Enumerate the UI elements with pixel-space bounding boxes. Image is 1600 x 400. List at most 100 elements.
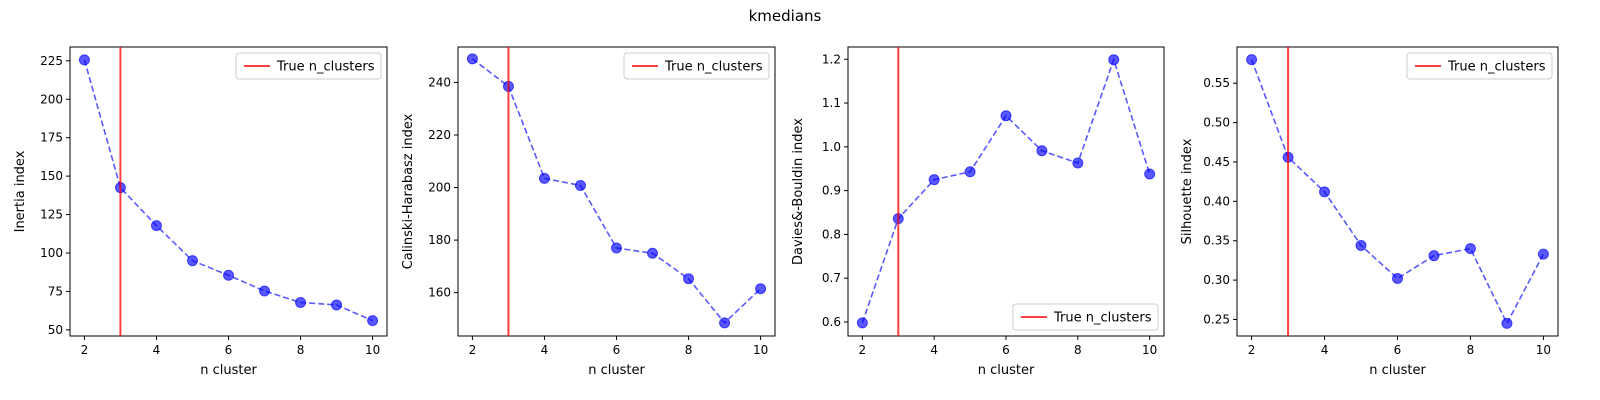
x-tick-label: 2 (469, 343, 477, 357)
x-axis-label: n cluster (200, 363, 257, 378)
y-axis-label: Silhouette index (1180, 138, 1195, 244)
series-line (1250, 59, 1545, 326)
data-point (719, 317, 731, 329)
data-point (367, 315, 379, 327)
y-tick-label: 200 (428, 181, 451, 195)
x-tick-label: 6 (613, 343, 621, 357)
axes-frame (847, 46, 1165, 337)
x-tick-label: 2 (1248, 343, 1256, 357)
x-tick-label: 4 (153, 343, 161, 357)
x-tick-label: 8 (1074, 343, 1082, 357)
subplot-4: 2 4 6 8 10 0.25 0.30 0.35 0.40 0.45 0.50 0.55 n clus… (1180, 46, 1559, 378)
x-axis-label: n cluster (978, 363, 1035, 378)
y-tick-label: 0.45 (1203, 155, 1230, 169)
legend: True n_clusters (1012, 303, 1159, 331)
y-tick-label: 100 (40, 246, 63, 260)
data-point (1355, 239, 1367, 251)
y-tick-label: 1.0 (822, 140, 841, 154)
x-tick-label: 6 (1002, 343, 1010, 357)
data-point (1501, 317, 1513, 329)
y-tick-label: 240 (428, 75, 451, 89)
data-point (1108, 54, 1120, 66)
y-tick-label: 200 (40, 92, 63, 106)
y-tick-label: 1.2 (822, 52, 841, 66)
x-tick-label: 10 (753, 343, 768, 357)
y-tick-label: 225 (40, 54, 63, 68)
x-tick-label: 8 (297, 343, 305, 357)
y-tick-label: 0.50 (1203, 116, 1230, 130)
legend-box (235, 52, 382, 80)
y-tick-label: 0.9 (822, 184, 841, 198)
x-tick-label: 6 (225, 343, 233, 357)
data-point (647, 247, 659, 259)
y-tick-label: 0.7 (822, 271, 841, 285)
y-tick-label: 50 (48, 323, 63, 337)
data-point (331, 299, 343, 311)
y-axis-label: Davies&-Bouldin index (791, 118, 806, 265)
x-tick-label: 4 (1321, 343, 1329, 357)
y-tick-label: 0.30 (1203, 273, 1230, 287)
data-point (1319, 186, 1331, 198)
x-tick-label: 6 (1394, 343, 1402, 357)
x-axis-label: n cluster (1369, 363, 1426, 378)
x-axis-label: n cluster (588, 363, 645, 378)
x-tick-label: 10 (365, 343, 380, 357)
data-point (1392, 273, 1403, 285)
y-tick-label: 0.8 (822, 227, 841, 241)
x-tick-label: 10 (1536, 343, 1551, 357)
y-tick-label: 75 (48, 284, 63, 298)
y-tick-label: 220 (428, 128, 451, 142)
data-point (78, 54, 90, 66)
legend-box (1406, 52, 1553, 80)
data-point (1144, 168, 1156, 180)
x-tick-label: 8 (685, 343, 693, 357)
y-tick-label: 160 (428, 286, 451, 300)
data-point (466, 53, 478, 65)
subplot-2: 2 4 6 8 10 160 180 200 220 240 n cluster Calinski-H… (401, 46, 776, 378)
y-tick-label: 0.6 (822, 315, 841, 329)
x-tick-label: 10 (1142, 343, 1157, 357)
y-tick-label: 125 (40, 208, 63, 222)
y-tick-label: 0.35 (1203, 234, 1230, 248)
data-point (856, 317, 868, 329)
x-tick-label: 8 (1467, 343, 1475, 357)
y-axis-label: Inertia index (13, 150, 28, 232)
x-tick-label: 2 (81, 343, 89, 357)
legend-label: True n_clusters (276, 60, 375, 75)
subplot-1: 2 4 6 8 10 50 75 100 125 150 175 200 225 n cluster Ine… (13, 46, 388, 378)
x-tick-label: 2 (859, 343, 867, 357)
legend-label: True n_clusters (664, 60, 763, 75)
data-point (1246, 54, 1258, 66)
axes-frame (457, 46, 776, 337)
data-point (150, 220, 162, 232)
y-axis-label: Calinski-Harabasz index (401, 113, 416, 269)
x-tick-label: 4 (541, 343, 549, 357)
data-point (574, 179, 586, 191)
data-point (223, 269, 234, 281)
data-point (1428, 250, 1440, 262)
data-point (964, 166, 976, 178)
data-point (1072, 157, 1084, 169)
legend: True n_clusters (235, 52, 382, 80)
legend-box (623, 52, 770, 80)
data-point (1537, 248, 1549, 260)
data-point (928, 174, 940, 186)
subplot-3: 2 4 6 8 10 0.6 0.7 0.8 0.9 1.0 1.1 1.2 n cluster Davi… (791, 46, 1165, 378)
legend: True n_clusters (1406, 52, 1553, 80)
data-point (1036, 145, 1048, 157)
legend: True n_clusters (623, 52, 770, 80)
data-point (295, 296, 307, 308)
data-point (611, 242, 622, 254)
y-tick-label: 0.55 (1203, 76, 1230, 90)
y-tick-label: 150 (40, 169, 63, 183)
legend-label: True n_clusters (1447, 60, 1546, 75)
data-point (755, 283, 767, 295)
x-tick-label: 4 (930, 343, 938, 357)
data-point (186, 255, 198, 267)
legend-label: True n_clusters (1053, 311, 1152, 326)
y-tick-label: 0.40 (1203, 194, 1230, 208)
y-tick-label: 180 (428, 233, 451, 247)
data-point (259, 285, 271, 297)
data-point (1000, 110, 1012, 122)
